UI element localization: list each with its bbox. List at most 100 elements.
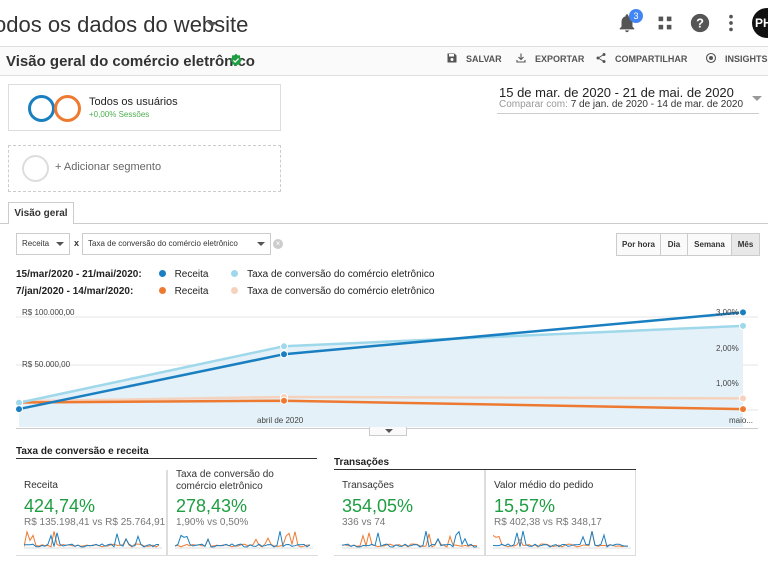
legend-dot [158, 287, 166, 294]
metric-label: Valor médio do pedido [494, 480, 594, 491]
segment-ring-current [28, 95, 55, 122]
metric-select-secondary[interactable]: Taxa de conversão do comércio eletrônico [82, 233, 271, 255]
y-right-tick-label: 1,00% [716, 379, 739, 388]
legend-current-revenue: Receita [174, 269, 209, 280]
legend-current: 15/mar/2020 - 21/mai/2020: Receita Taxa … [16, 269, 434, 280]
series-current-conversion-point[interactable] [280, 342, 288, 351]
series-previous-conversion-point[interactable] [739, 394, 747, 403]
apps-grid-icon[interactable] [654, 12, 676, 34]
legend-current-range: 15/mar/2020 - 21/mai/2020: [16, 269, 142, 280]
period-hour-button[interactable]: Por hora [616, 233, 661, 256]
section-divider [16, 458, 317, 459]
segment-name: Todos os usuários [89, 96, 178, 108]
metric-value: 278,43% [176, 496, 248, 516]
sparkline-conversion-rate [175, 531, 313, 549]
more-vert-icon[interactable] [720, 12, 742, 34]
share-button[interactable]: COMPARTILHAR [596, 53, 688, 64]
sparkline-current [24, 532, 160, 548]
avatar[interactable]: PH [752, 8, 768, 38]
page-title: Visão geral do comércio eletrônico [6, 53, 255, 70]
help-icon[interactable]: ? [689, 12, 711, 34]
transactions-section-title: Transações [334, 457, 390, 468]
segment-card-all-users[interactable]: Todos os usuários +0,00% Sessões [8, 84, 281, 131]
period-week-button[interactable]: Semana [687, 233, 732, 256]
date-range-picker[interactable]: 15 de mar. de 2020 - 21 de mai. de 2020 [499, 85, 734, 100]
chevron-down-icon[interactable] [207, 22, 217, 27]
share-label: COMPARTILHAR [615, 54, 688, 64]
metric-compare: 1,90% vs 0,50% [176, 517, 249, 528]
legend-previous-conversion: Taxa de conversão do comércio eletrônico [247, 286, 435, 297]
date-compare[interactable]: Comparar com: 7 de jan. de 2020 - 14 de … [499, 99, 743, 110]
metric-value: 354,05% [342, 496, 414, 516]
legend-dot [231, 287, 239, 294]
sparkline-current [493, 530, 629, 548]
y-right-tick-label: 2,00% [716, 344, 739, 353]
metric-card-conversion-rate[interactable]: Taxa de conversão do comércio eletrônico… [167, 469, 318, 556]
section-divider [334, 469, 636, 470]
metric-card-revenue[interactable]: Receita 424,74% R$ 135.198,41 vs R$ 25.7… [16, 470, 167, 556]
series-current-revenue-point[interactable] [739, 308, 747, 317]
legend-previous: 7/jan/2020 - 14/mar/2020: Receita Taxa d… [16, 286, 434, 297]
add-segment-button[interactable]: + Adicionar segmento [8, 145, 281, 192]
line-chart [16, 308, 758, 427]
y-right-tick-label: 3,00% [716, 308, 739, 317]
metric-label: Receita [24, 480, 58, 491]
legend-dot [158, 270, 166, 277]
top-bar: odos os dados do website 3 ? PH [0, 0, 768, 46]
metric-value: 424,74% [24, 496, 96, 516]
insights-icon [705, 52, 717, 64]
metric-card-avg-order-value[interactable]: Valor médio do pedido 15,57% R$ 402,38 v… [485, 470, 636, 556]
metric-card-transactions[interactable]: Transações 354,05% 336 vs 74 [334, 470, 485, 556]
sparkline-revenue [24, 529, 162, 549]
date-underline [497, 113, 759, 114]
series-previous-revenue-point[interactable] [280, 396, 288, 405]
report-title-bar: Visão geral do comércio eletrônico SALVA… [0, 46, 768, 76]
metric-select-primary[interactable]: Receita [16, 233, 70, 255]
clear-icon[interactable]: × [273, 239, 283, 249]
empty-segment-ring [22, 155, 49, 182]
chevron-down-icon [257, 242, 265, 246]
metric-compare: R$ 402,38 vs R$ 348,17 [494, 517, 602, 528]
chevron-down-icon [56, 242, 64, 246]
save-label: SALVAR [466, 54, 502, 64]
tab-divider [0, 223, 768, 224]
period-month-button[interactable]: Mês [731, 233, 760, 256]
series-previous-revenue-point[interactable] [739, 405, 747, 414]
sparkline-current [342, 530, 478, 548]
metric-compare: 336 vs 74 [342, 517, 386, 528]
download-icon [516, 53, 526, 63]
verified-check-icon [230, 53, 242, 67]
svg-text:?: ? [696, 16, 704, 31]
y-tick-label: R$ 50.000,00 [22, 360, 71, 369]
notification-badge: 3 [629, 9, 643, 23]
segment-ring-previous [54, 95, 81, 122]
legend-previous-range: 7/jan/2020 - 14/mar/2020: [16, 286, 134, 297]
metric-compare: R$ 135.198,41 vs R$ 25.764,91 [24, 517, 166, 528]
sparkline-transactions [342, 530, 480, 549]
chevron-down-icon[interactable] [752, 96, 762, 101]
insights-button[interactable]: INSIGHTS [705, 52, 768, 64]
conversion-section-title: Taxa de conversão e receita [16, 446, 149, 457]
metric-label: Taxa de conversão do comércio eletrônico [176, 469, 274, 492]
period-day-button[interactable]: Dia [660, 233, 688, 256]
sparkline-current [175, 531, 311, 548]
segment-sessions-change: +0,00% Sessões [89, 110, 150, 119]
export-button[interactable]: EXPORTAR [516, 53, 584, 64]
tab-overview[interactable]: Visão geral [8, 202, 74, 224]
save-button[interactable]: SALVAR [447, 53, 502, 64]
compare-label: Comparar com: [499, 99, 568, 110]
y-tick-label: R$ 100.000,00 [22, 308, 75, 317]
metric-select-primary-value: Receita [22, 239, 50, 248]
legend-current-conversion: Taxa de conversão do comércio eletrônico [247, 269, 435, 280]
save-icon [447, 53, 457, 63]
series-current-revenue-point[interactable] [16, 405, 23, 414]
add-segment-label: + Adicionar segmento [55, 161, 162, 173]
legend-previous-revenue: Receita [174, 286, 209, 297]
collapse-chart-toggle[interactable] [369, 427, 407, 436]
series-current-revenue-point[interactable] [280, 350, 288, 359]
series-current-conversion-point[interactable] [739, 321, 747, 330]
compare-range: 7 de jan. de 2020 - 14 de mar. de 2020 [570, 99, 744, 110]
metric-select-secondary-value: Taxa de conversão do comércio eletrônico [88, 239, 238, 248]
sparkline-avg-order-value [493, 530, 631, 549]
metric-value: 15,57% [494, 496, 556, 516]
